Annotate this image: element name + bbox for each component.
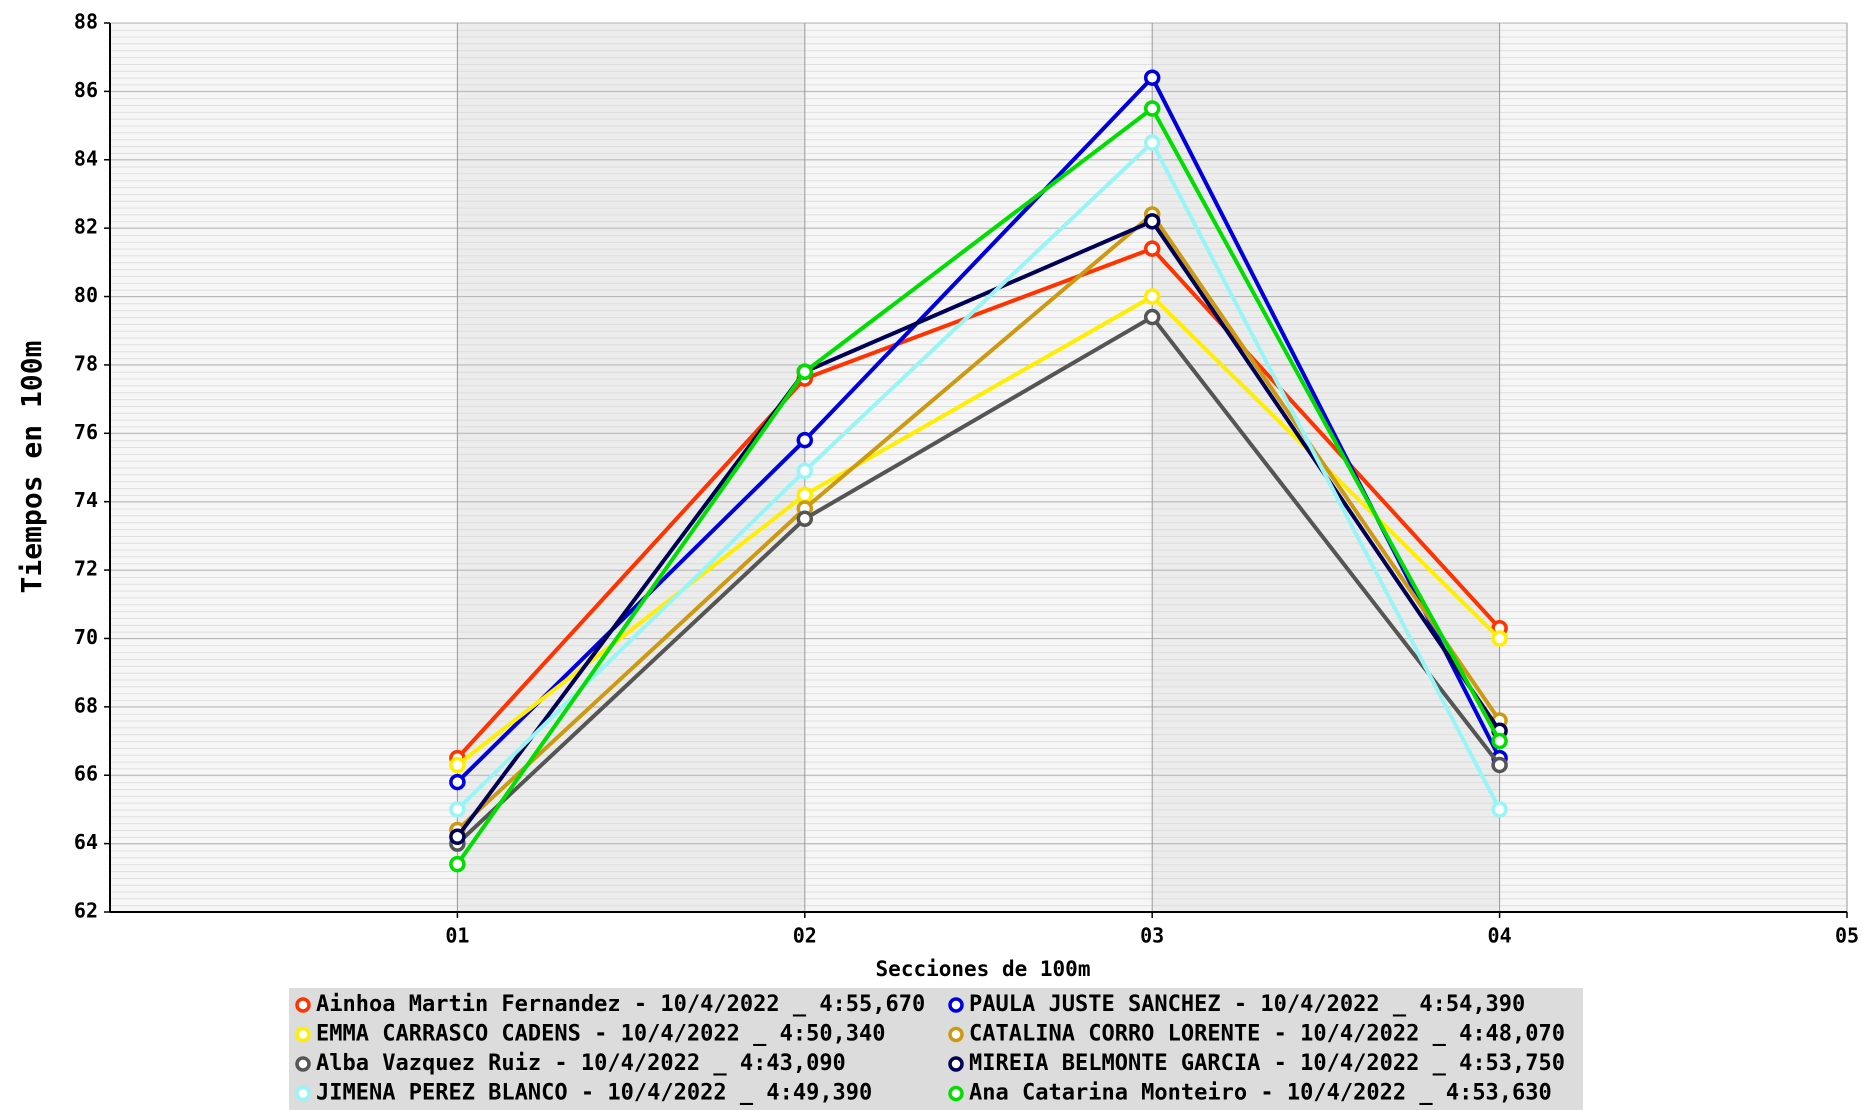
legend-label: EMMA CARRASCO CADENS - 10/4/2022 _ 4:50,… [316, 1022, 886, 1047]
legend-marker [295, 997, 311, 1013]
y-tick-label: 74 [74, 488, 98, 512]
legend-label: Ana Catarina Monteiro - 10/4/2022 _ 4:53… [969, 1081, 1552, 1106]
series-line [455, 75, 1502, 784]
x-tick-label: 04 [1488, 924, 1512, 948]
minor-grid [110, 23, 1847, 912]
legend-marker [948, 1085, 964, 1102]
x-axis-label: Secciones de 100m [876, 957, 1091, 981]
legend-label: Ainhoa Martin Fernandez - 10/4/2022 _ 4:… [316, 992, 925, 1017]
series-line [456, 315, 1502, 846]
x-tick-label: 03 [1140, 924, 1164, 948]
data-point [449, 801, 466, 818]
y-tick-label: 84 [74, 146, 98, 170]
data-point [1143, 288, 1161, 305]
x-tick-label: 02 [793, 924, 817, 948]
y-tick-label: 82 [74, 215, 98, 239]
data-point [1491, 801, 1508, 818]
y-tick-label: 62 [74, 899, 98, 923]
y-tick-label: 64 [74, 830, 98, 854]
data-point [1143, 213, 1161, 230]
x-tick-label: 01 [445, 924, 469, 948]
data-point [796, 363, 814, 381]
legend-marker [295, 1085, 311, 1102]
data-point [1143, 100, 1161, 117]
data-point [449, 756, 466, 774]
data-point [1491, 732, 1508, 750]
legend-box [289, 988, 1583, 1110]
legend-marker [948, 1056, 964, 1072]
data-point [1143, 240, 1161, 257]
data-point [1143, 308, 1161, 326]
data-point [449, 773, 466, 791]
y-axis-label: Tiempos en 100m [15, 341, 48, 594]
data-point [449, 855, 466, 873]
y-tick-label: 70 [74, 625, 98, 649]
y-tick-label: 80 [74, 283, 98, 307]
series-line [456, 212, 1502, 832]
y-tick-label: 86 [74, 78, 98, 102]
legend-marker [948, 1026, 964, 1043]
y-tick-label: 76 [74, 420, 98, 444]
series-line [456, 140, 1502, 811]
legend-marker [948, 997, 964, 1013]
y-tick-label: 72 [74, 557, 98, 581]
data-point [796, 462, 814, 480]
data-point [1491, 630, 1508, 647]
data-point [796, 486, 814, 504]
x-tick-label: 05 [1835, 924, 1859, 948]
data-point [449, 828, 466, 846]
data-point [1143, 69, 1161, 86]
legend-label: JIMENA PEREZ BLANCO - 10/4/2022 _ 4:49,3… [316, 1081, 872, 1106]
data-point [796, 431, 814, 449]
legend-marker [295, 1056, 311, 1072]
series-line [455, 246, 1502, 760]
legend-marker [295, 1026, 311, 1043]
legend-label: Alba Vazquez Ruiz - 10/4/2022 _ 4:43,090 [316, 1051, 846, 1076]
legend-label: PAULA JUSTE SANCHEZ - 10/4/2022 _ 4:54,3… [969, 992, 1525, 1017]
legend-label: MIREIA BELMONTE GARCIA - 10/4/2022 _ 4:5… [969, 1051, 1565, 1076]
y-tick-label: 88 [74, 10, 98, 34]
legend-label: CATALINA CORRO LORENTE - 10/4/2022 _ 4:4… [969, 1022, 1565, 1047]
data-point [1143, 134, 1161, 151]
y-tick-label: 78 [74, 351, 98, 375]
series-line [455, 106, 1502, 866]
y-tick-label: 66 [74, 762, 98, 786]
data-point [796, 510, 814, 528]
y-tick-label: 68 [74, 693, 98, 717]
data-point [1491, 756, 1508, 774]
